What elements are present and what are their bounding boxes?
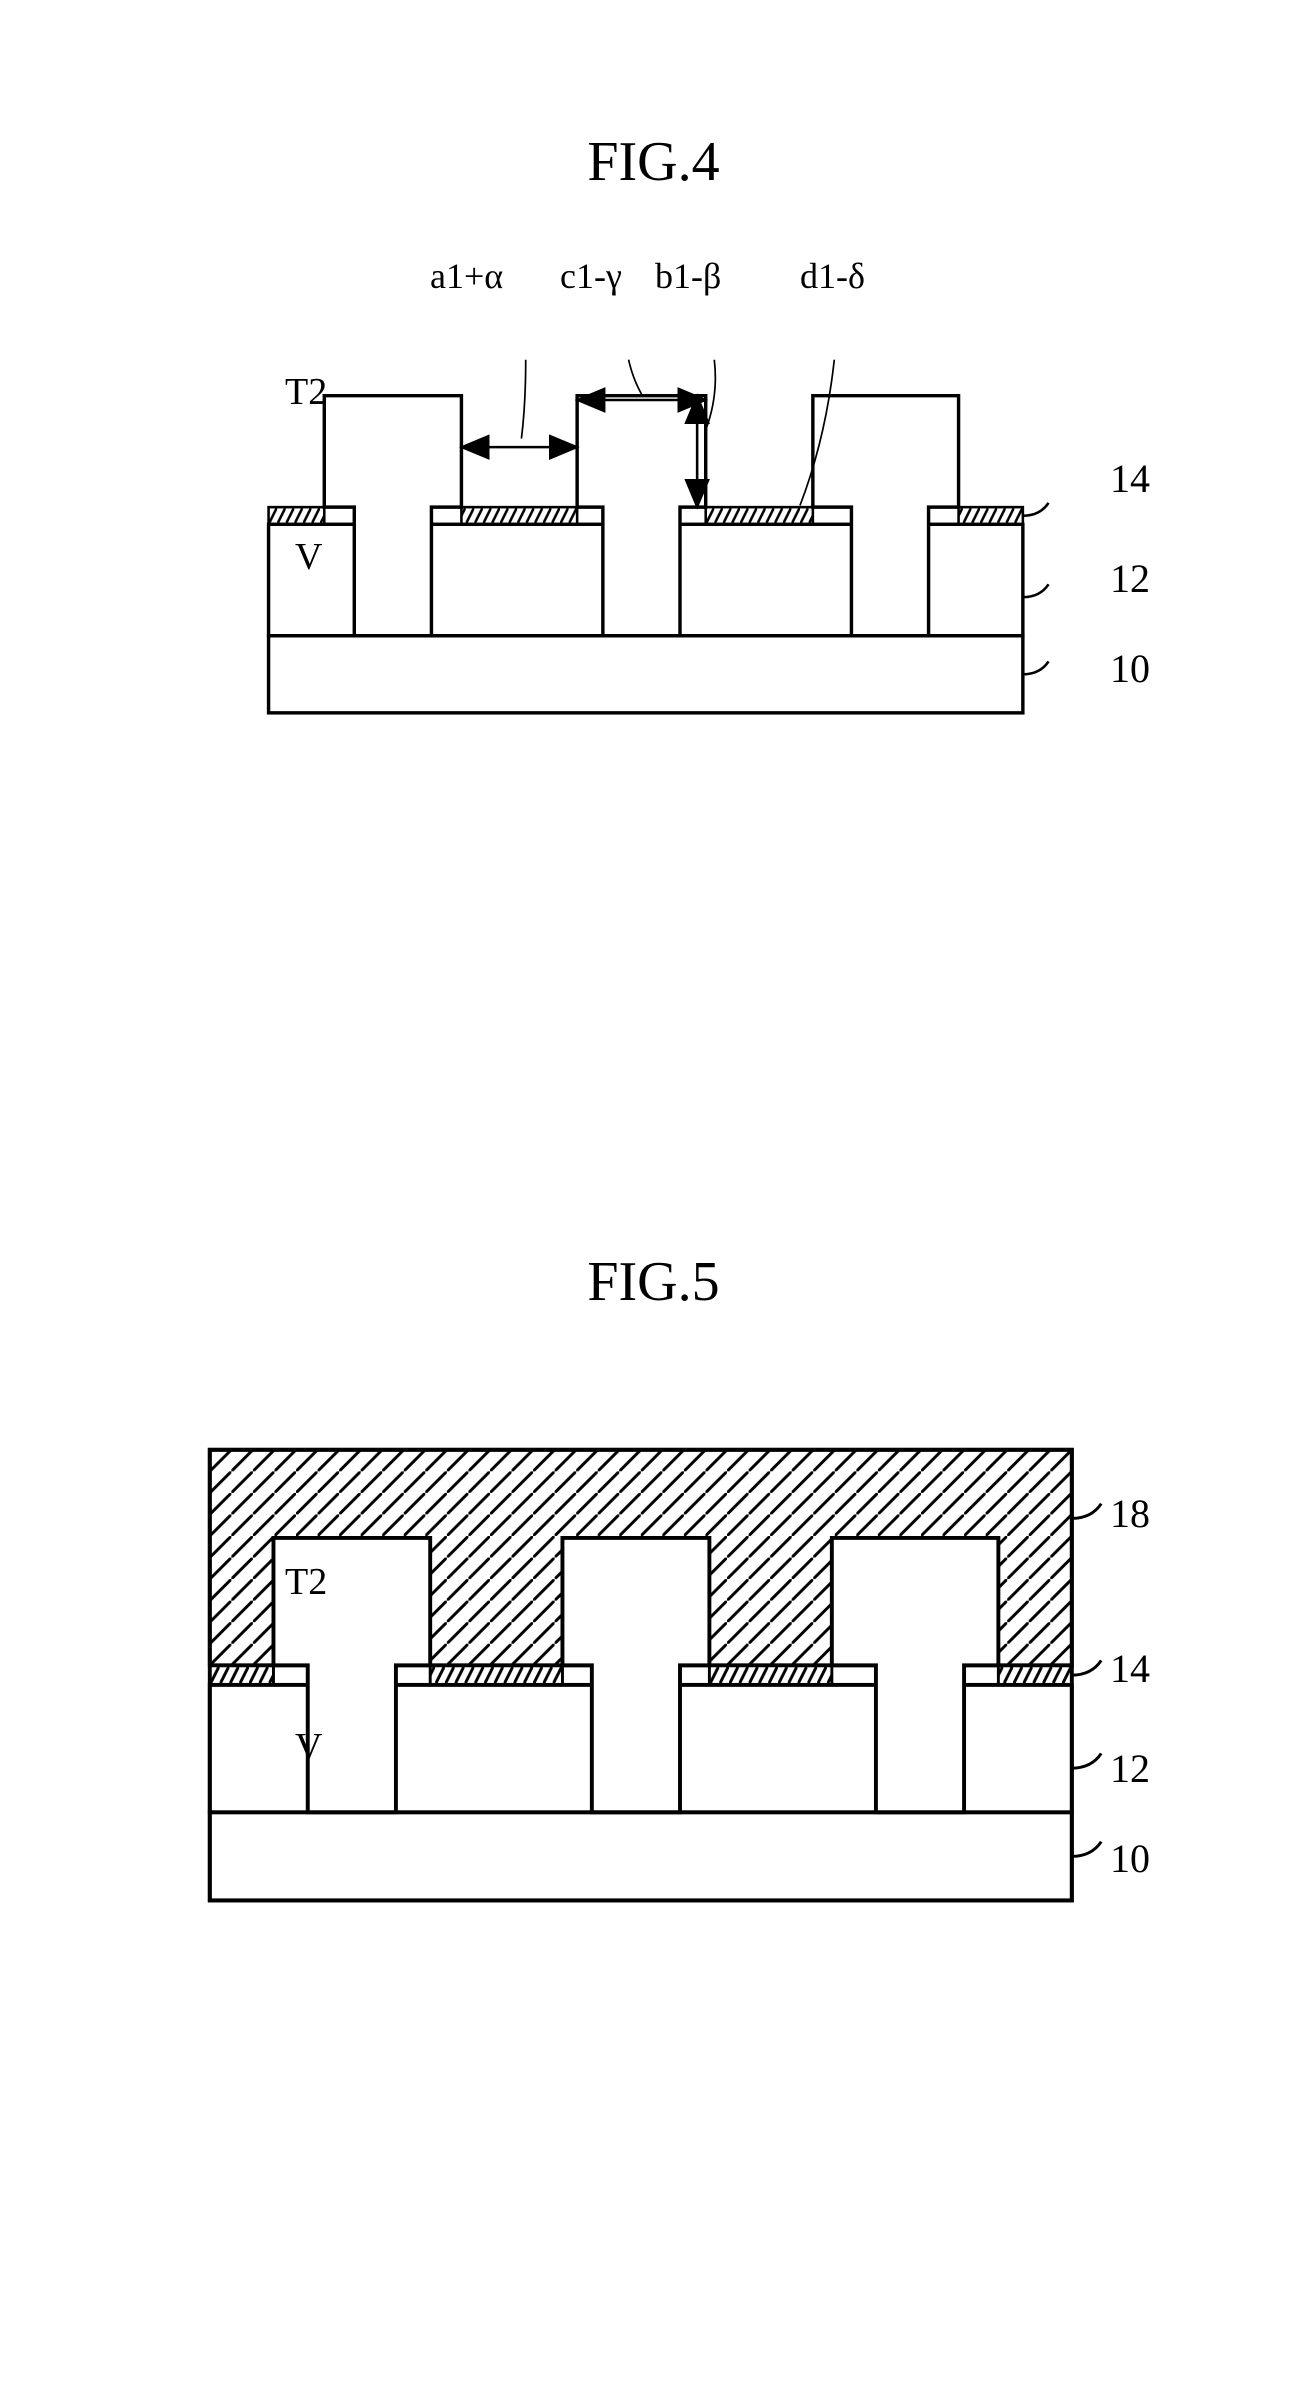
fig4-label-t2: T2 [285, 370, 327, 414]
fig5-features [273, 1538, 998, 1812]
fig4-dim-a: a1+α [430, 255, 503, 297]
fig5-ref-12: 12 [1110, 1745, 1150, 1792]
fig5-label-v: V [295, 1725, 322, 1769]
fig4-label-v: V [295, 535, 322, 579]
fig4-ref-14: 14 [1110, 455, 1150, 502]
fig4-diagram: T2 V a1+α c1-γ b1-β d1-δ 14 12 10 [180, 310, 1180, 730]
fig4-title: FIG.4 [0, 130, 1307, 194]
fig4-ref-10: 10 [1110, 645, 1150, 692]
fig5-label-t2: T2 [285, 1560, 327, 1604]
fig4-ref-12: 12 [1110, 555, 1150, 602]
fig5-ref-14: 14 [1110, 1645, 1150, 1692]
fig5-diagram: T2 V 18 14 12 10 [180, 1440, 1180, 1920]
page: FIG.4 [0, 0, 1307, 2381]
fig4-features [324, 396, 958, 636]
fig5-title: FIG.5 [0, 1250, 1307, 1314]
fig5-ref-18: 18 [1110, 1490, 1150, 1537]
fig4-dim-c: c1-γ [560, 255, 622, 297]
fig5-layer-10 [210, 1812, 1072, 1900]
fig4-dim-b: b1-β [655, 255, 721, 297]
fig4-layer-10 [269, 636, 1023, 713]
fig5-ref-10: 10 [1110, 1835, 1150, 1882]
fig4-dim-d: d1-δ [800, 255, 865, 297]
